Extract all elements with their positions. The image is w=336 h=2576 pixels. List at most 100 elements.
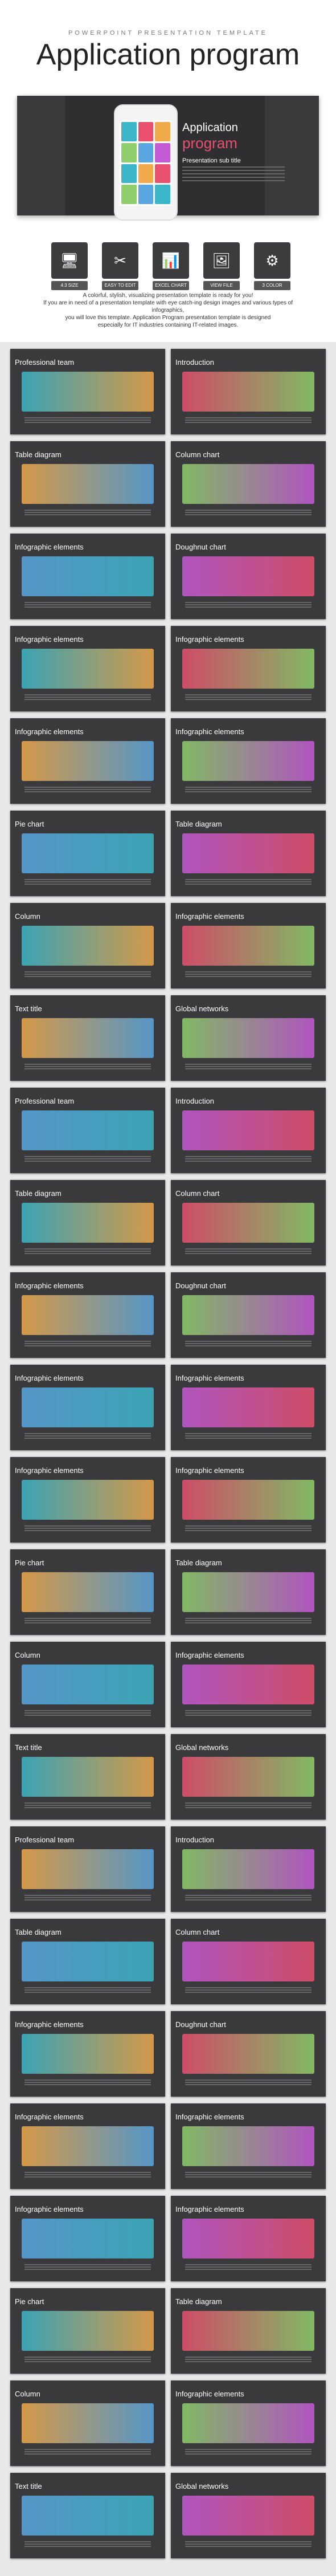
slide-thumbnail: Doughnut chart	[171, 2011, 326, 2097]
slide-graphic	[22, 464, 154, 504]
slide-graphic	[22, 2403, 154, 2443]
slide-thumbnail: Text title	[10, 1734, 165, 1820]
slide-text-lines	[24, 2079, 151, 2085]
feature-label: EASY TO EDIT	[102, 281, 138, 290]
slide-title: Pie chart	[15, 1558, 44, 1567]
slide-thumbnail: Table diagram	[171, 811, 326, 896]
slide-graphic	[182, 464, 314, 504]
slide-text-lines	[24, 1987, 151, 1993]
slide-title: Text title	[15, 1743, 42, 1752]
slide-title: Column chart	[175, 1189, 220, 1198]
slide-text-lines	[185, 1618, 312, 1623]
slide-graphic	[182, 1203, 314, 1243]
slide-text-lines	[185, 2541, 312, 2547]
hero-description-lines	[182, 166, 285, 182]
hero-preview: Application program Presentation sub tit…	[17, 96, 319, 221]
slide-graphic	[22, 1757, 154, 1797]
slide-title: Infographic elements	[15, 2113, 84, 2121]
slide-text-lines	[24, 971, 151, 977]
app-tile	[138, 122, 154, 141]
slide-graphic	[182, 2403, 314, 2443]
slide-text-lines	[24, 1525, 151, 1531]
slide-thumbnail: Text title	[10, 2473, 165, 2558]
slide-thumbnail: Doughnut chart	[171, 534, 326, 619]
slide-text-lines	[185, 2449, 312, 2455]
slide-graphic	[22, 556, 154, 596]
slide-thumbnail: Global networks	[171, 995, 326, 1081]
slide-graphic	[182, 1572, 314, 1612]
image-icon: 🖼	[203, 242, 240, 279]
slide-title: Table diagram	[175, 2297, 222, 2306]
slide-title: Column chart	[175, 1928, 220, 1936]
slide-text-lines	[185, 1248, 312, 1254]
slide-title: Doughnut chart	[175, 2020, 226, 2029]
slide-text-lines	[24, 2172, 151, 2178]
slide-text-lines	[24, 1064, 151, 1069]
slide-text-lines	[185, 1525, 312, 1531]
slide-graphic	[22, 926, 154, 966]
app-tile	[138, 164, 154, 184]
slide-graphic	[22, 741, 154, 781]
slide-text-lines	[24, 1433, 151, 1439]
slide-graphic	[22, 1942, 154, 1981]
slide-graphic	[22, 1203, 154, 1243]
slide-graphic	[182, 1110, 314, 1150]
slide-graphic	[22, 1849, 154, 1889]
slide-title: Professional team	[15, 1836, 75, 1844]
slide-title: Infographic elements	[175, 1651, 244, 1659]
app-tile	[121, 164, 137, 184]
slide-text-lines	[185, 2079, 312, 2085]
slide-title: Infographic elements	[15, 2205, 84, 2213]
slide-graphic	[182, 2126, 314, 2166]
slide-thumbnail: Infographic elements	[10, 718, 165, 804]
slide-thumbnail: Infographic elements	[10, 1365, 165, 1450]
slide-thumbnail: Professional team	[10, 1088, 165, 1173]
hero-title-line1: Application	[182, 121, 238, 134]
feature-label: 3 COLOR	[254, 281, 290, 290]
slide-graphic	[182, 833, 314, 873]
page-title: Application program	[36, 38, 300, 71]
slide-text-lines	[24, 1618, 151, 1623]
hero-title-line2: program	[182, 135, 237, 152]
slide-thumbnail: Infographic elements	[171, 2196, 326, 2281]
app-tile	[121, 185, 137, 204]
feature-item: 📊 EXCEL CHART	[153, 242, 189, 290]
slide-text-lines	[24, 2357, 151, 2362]
app-tile	[155, 164, 170, 184]
slide-title: Pie chart	[15, 820, 44, 828]
feature-label: VIEW FILE	[203, 281, 240, 290]
app-tile	[155, 122, 170, 141]
slide-title: Professional team	[15, 358, 75, 367]
slide-text-lines	[24, 1248, 151, 1254]
slide-graphic	[182, 1387, 314, 1427]
slide-text-lines	[185, 971, 312, 977]
slide-text-lines	[185, 2264, 312, 2270]
slide-text-lines	[185, 1710, 312, 1716]
feature-item: ✂ EASY TO EDIT	[102, 242, 138, 290]
slide-text-lines	[185, 2172, 312, 2178]
app-tile	[121, 122, 137, 141]
slide-thumbnail: Column chart	[171, 1180, 326, 1265]
monitor-icon: 🖥	[51, 242, 88, 279]
slide-graphic	[182, 2034, 314, 2074]
intro-text: A colorful, stylish, visualizing present…	[34, 292, 302, 329]
slide-text-lines	[185, 1802, 312, 1808]
slide-text-lines	[24, 417, 151, 423]
slide-title: Infographic elements	[175, 1374, 244, 1382]
slide-text-lines	[24, 1802, 151, 1808]
slide-text-lines	[185, 1341, 312, 1346]
slide-text-lines	[185, 1064, 312, 1069]
slide-graphic	[182, 926, 314, 966]
slide-thumbnail: Professional team	[10, 349, 165, 434]
slide-text-lines	[24, 2541, 151, 2547]
slide-text-lines	[24, 1895, 151, 1901]
slide-thumbnail: Infographic elements	[171, 2380, 326, 2466]
gear-icon: ⚙	[254, 242, 290, 279]
slide-graphic	[22, 2034, 154, 2074]
slide-text-lines	[185, 694, 312, 700]
slide-graphic	[182, 1665, 314, 1704]
slide-graphic	[22, 833, 154, 873]
intro-line: A colorful, stylish, visualizing present…	[83, 292, 253, 299]
slide-thumbnail: Column chart	[171, 441, 326, 527]
slide-thumbnail: Table diagram	[171, 1549, 326, 1635]
